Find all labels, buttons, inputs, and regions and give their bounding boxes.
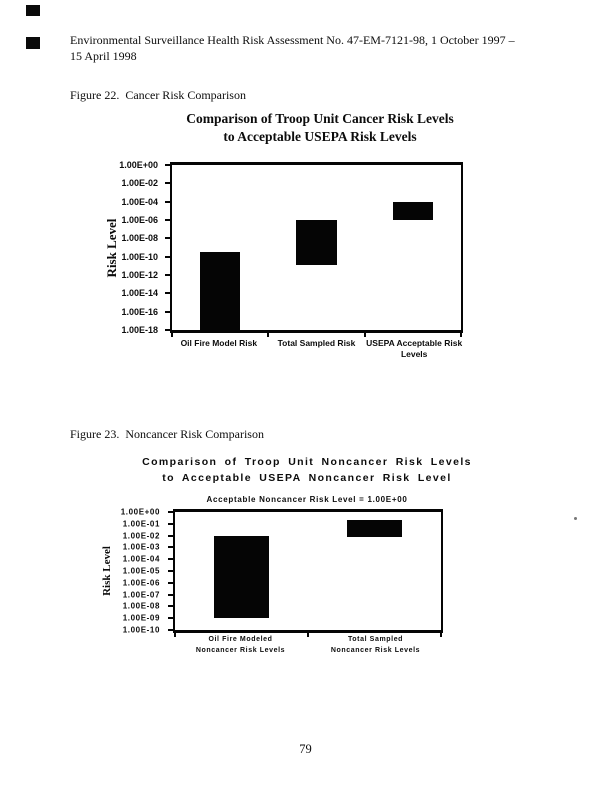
y-tick-mark bbox=[165, 219, 170, 221]
x-tick-mark bbox=[363, 333, 366, 337]
y-tick-mark bbox=[165, 274, 170, 276]
document-header: Environmental Surveillance Health Risk A… bbox=[70, 33, 515, 63]
y-tick-mark bbox=[168, 534, 173, 537]
y-tick-label: 1.00E-08 bbox=[121, 233, 158, 244]
y-tick-label: 1.00E-14 bbox=[121, 288, 158, 299]
y-tick-label: 1.00E-07 bbox=[122, 590, 160, 600]
y-axis-ticks: 1.00E+00 1.00E-02 1.00E-04 1.00E-06 1.00E-08… bbox=[100, 160, 166, 335]
acceptable-level-annotation: Acceptable Noncancer Risk Level = 1.00E+… bbox=[206, 495, 408, 504]
range-bar bbox=[296, 220, 337, 266]
y-tick-mark bbox=[168, 617, 173, 620]
y-tick-mark bbox=[168, 558, 173, 561]
x-axis-labels: Oil Fire Model Risk Total Sampled Risk USE… bbox=[170, 338, 463, 361]
y-tick-label: 1.00E+00 bbox=[119, 160, 158, 170]
y-tick-mark bbox=[165, 292, 170, 295]
y-tick-label: 1.00E-02 bbox=[122, 531, 160, 541]
y-tick-mark bbox=[168, 581, 173, 584]
y-tick-label: 1.00E-10 bbox=[121, 251, 158, 262]
y-axis-ticks: 1.00E+00 1.00E-01 1.00E-02 1.00E-03 1.00E-04… bbox=[104, 508, 168, 635]
x-category-label: Oil Fire Modeled Noncancer Risk Levels bbox=[195, 636, 286, 655]
x-category-label: Total Sampled Noncancer Risk Levels bbox=[330, 636, 421, 655]
y-tick-label: 1.00E+00 bbox=[120, 507, 160, 517]
chart-title: Comparison of Troop Unit Noncancer Risk … bbox=[142, 456, 472, 484]
chart-title: Comparison of Troop Unit Cancer Risk Lev… bbox=[186, 111, 454, 144]
y-tick-mark bbox=[168, 593, 173, 596]
figure22-chart: Comparison of Troop Unit Cancer Risk Lev… bbox=[100, 108, 500, 361]
range-bar bbox=[346, 520, 403, 538]
x-tick-mark bbox=[174, 633, 176, 637]
figure22-caption: Figure 22. Cancer Risk Comparison bbox=[70, 88, 246, 102]
range-bar bbox=[199, 251, 241, 330]
y-tick-label: 1.00E-16 bbox=[121, 306, 158, 317]
y-tick-mark bbox=[165, 182, 170, 185]
x-tick-mark bbox=[307, 633, 309, 637]
scan-artifact bbox=[26, 37, 40, 49]
range-bar bbox=[213, 535, 270, 619]
figure23-caption: Figure 23. Noncancer Risk Comparison bbox=[70, 427, 264, 441]
plot-area bbox=[165, 162, 463, 337]
y-tick-label: 1.00E-06 bbox=[121, 215, 158, 225]
y-tick-mark bbox=[168, 511, 173, 513]
y-tick-label: 1.00E-10 bbox=[122, 625, 160, 635]
x-tick-mark bbox=[171, 333, 173, 337]
x-category-label: Oil Fire Model Risk bbox=[180, 338, 258, 348]
x-category-label: USEPA Acceptable Risk Levels bbox=[366, 338, 463, 360]
y-tick-mark bbox=[165, 329, 170, 331]
y-tick-label: 1.00E-12 bbox=[121, 270, 158, 280]
plot-area bbox=[168, 509, 443, 637]
scan-artifact bbox=[26, 5, 40, 16]
x-tick-mark bbox=[267, 333, 270, 337]
y-tick-label: 1.00E-03 bbox=[122, 542, 160, 552]
y-tick-label: 1.00E-05 bbox=[122, 566, 160, 576]
y-tick-label: 1.00E-18 bbox=[121, 325, 158, 335]
y-tick-label: 1.00E-06 bbox=[122, 578, 160, 588]
y-tick-mark bbox=[168, 629, 173, 631]
y-tick-mark bbox=[168, 546, 173, 549]
y-tick-label: 1.00E-02 bbox=[121, 178, 158, 189]
y-tick-mark bbox=[168, 570, 173, 572]
y-tick-label: 1.00E-09 bbox=[122, 613, 160, 623]
y-tick-label: 1.00E-04 bbox=[122, 554, 160, 564]
y-tick-label: 1.00E-08 bbox=[122, 601, 160, 611]
y-tick-mark bbox=[165, 310, 170, 313]
scan-speck bbox=[574, 517, 577, 520]
range-bar bbox=[392, 201, 434, 220]
y-tick-mark bbox=[168, 605, 173, 608]
y-tick-label: 1.00E-01 bbox=[122, 519, 160, 529]
x-tick-mark bbox=[460, 333, 462, 337]
y-tick-mark bbox=[165, 255, 170, 258]
figure23-chart: Comparison of Troop Unit Noncancer Risk … bbox=[100, 455, 500, 690]
y-tick-label: 1.00E-04 bbox=[121, 196, 158, 207]
x-tick-mark bbox=[440, 633, 442, 637]
page-number: 79 bbox=[299, 742, 312, 756]
x-category-label: Total Sampled Risk bbox=[277, 338, 356, 348]
y-tick-mark bbox=[165, 200, 170, 203]
y-tick-mark bbox=[165, 237, 170, 240]
x-axis-labels: Oil Fire Modeled Noncancer Risk Levels To… bbox=[173, 634, 443, 656]
y-tick-mark bbox=[168, 522, 173, 525]
y-tick-mark bbox=[165, 164, 170, 166]
